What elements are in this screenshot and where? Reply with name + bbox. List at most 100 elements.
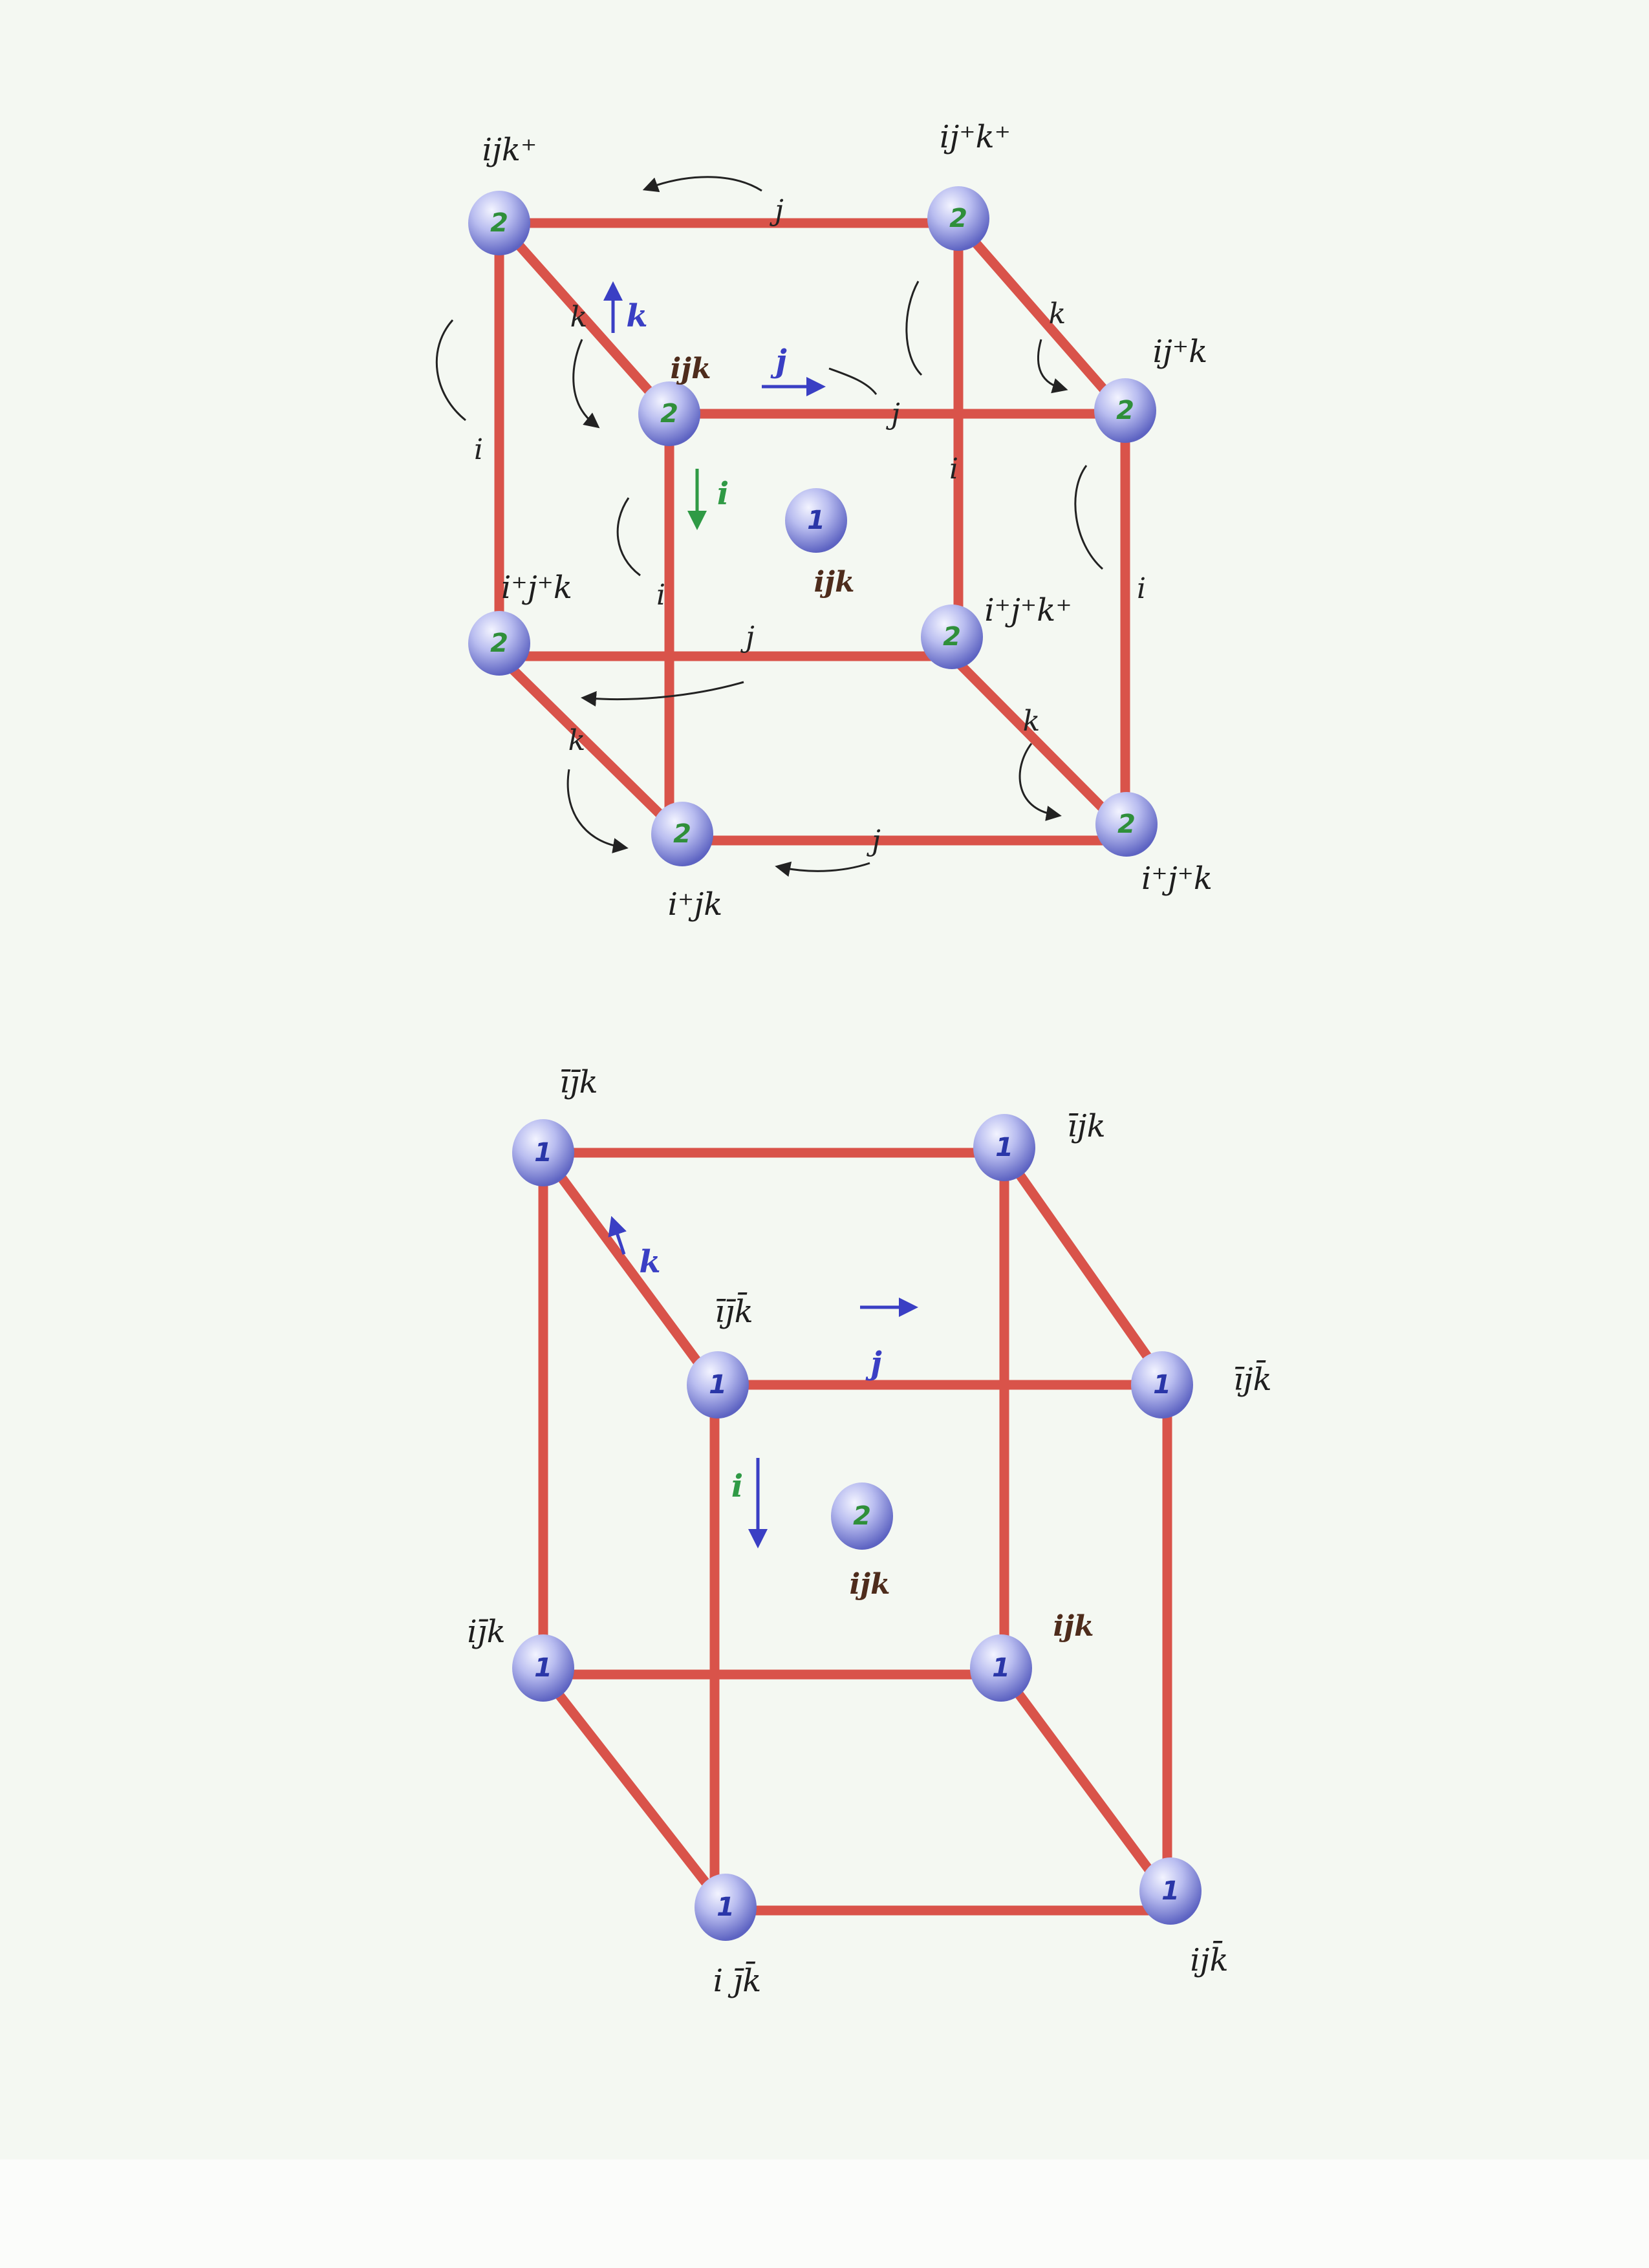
- node-label: ij⁺k⁺: [940, 119, 1011, 155]
- axis-label: i: [717, 476, 729, 512]
- edge: [494, 218, 674, 419]
- node-number: 1: [534, 1653, 552, 1683]
- edge: [953, 218, 1130, 419]
- node-label: īj̄k: [559, 1064, 598, 1100]
- node-number: 2: [660, 399, 678, 429]
- node-label: i⁺jk: [668, 886, 723, 923]
- axis-label: k: [626, 298, 647, 334]
- node-label: ij̄k: [467, 1614, 505, 1650]
- node-label: īj̄k̄: [715, 1292, 753, 1330]
- top-node-front-bottom-right: 2: [1095, 792, 1158, 857]
- edge-letter: k: [1023, 705, 1040, 738]
- page-bottom-strip: [0, 2159, 1649, 2268]
- edge-letter: k: [568, 724, 586, 757]
- sphere: [785, 488, 847, 553]
- bottom-axis-i: i: [731, 1458, 768, 1548]
- bottom-node-front-top-left: 1: [687, 1351, 749, 1418]
- sphere: [970, 1634, 1032, 1702]
- sphere: [651, 802, 713, 866]
- node-label: ijk: [670, 352, 711, 385]
- sphere: [1095, 792, 1158, 857]
- top-node-center: 1: [785, 488, 847, 553]
- node-label: ijk⁺: [482, 132, 537, 168]
- bottom-node-back-bottom-left: 1: [512, 1634, 574, 1702]
- edge-letter: i: [1137, 572, 1146, 605]
- top-node-front-top-right: 2: [1094, 378, 1156, 443]
- node-label: ijk̄: [1190, 1940, 1228, 1978]
- node-number: 1: [717, 1892, 735, 1922]
- sphere: [468, 191, 530, 255]
- node-label: ījk: [1067, 1108, 1105, 1144]
- node-number: 1: [1153, 1370, 1171, 1400]
- edge: [538, 1669, 733, 1916]
- node-number: 2: [490, 208, 508, 238]
- node-number: 2: [853, 1501, 871, 1531]
- node-label: ījk̄: [1233, 1360, 1271, 1398]
- node-number: 1: [1161, 1876, 1180, 1906]
- bottom-node-back-bottom-right: 1: [970, 1634, 1032, 1702]
- sphere: [1131, 1351, 1193, 1418]
- edge-letter: i: [656, 579, 665, 612]
- sphere: [512, 1634, 574, 1702]
- sphere: [468, 611, 530, 676]
- node-number: 2: [1116, 396, 1134, 425]
- node-label: ijk: [814, 566, 854, 599]
- edge: [947, 651, 1130, 836]
- edge-letter: j: [740, 621, 755, 654]
- node-number: 2: [673, 819, 691, 849]
- node-number: 2: [1117, 809, 1136, 839]
- node-number: 1: [534, 1138, 552, 1168]
- top-axis-i: i: [687, 469, 729, 530]
- node-label: ijk: [849, 1568, 890, 1601]
- node-label: ijk: [1053, 1610, 1094, 1643]
- bottom-node-back-top-left: 1: [512, 1119, 574, 1186]
- edge: [999, 1669, 1172, 1899]
- top-node-back-top-left: 2: [468, 191, 530, 255]
- edge: [999, 1148, 1172, 1390]
- top-node-back-bottom-left: 2: [468, 611, 530, 676]
- node-label: ij⁺k: [1153, 334, 1208, 370]
- axis-label: k: [639, 1244, 660, 1280]
- node-number: 2: [949, 204, 967, 233]
- node-label: i⁺j⁺k: [1141, 861, 1212, 897]
- bottom-node-front-bottom-right: 1: [1139, 1857, 1202, 1925]
- node-number: 1: [995, 1133, 1013, 1162]
- node-number: 1: [709, 1370, 727, 1400]
- bottom-cube: 1 1 1 1 1 1 1: [467, 1064, 1271, 1999]
- top-cube: 2 2 2 2 2 2 2: [435, 119, 1212, 923]
- sphere: [1139, 1857, 1202, 1925]
- node-label: i⁺j⁺k: [501, 570, 572, 606]
- sphere: [638, 381, 700, 446]
- node-label: i j̄k̄: [713, 1961, 762, 1999]
- edge: [538, 1148, 720, 1390]
- sphere: [973, 1114, 1035, 1181]
- bottom-node-front-top-right: 1: [1131, 1351, 1193, 1418]
- sphere: [512, 1119, 574, 1186]
- node-number: 2: [490, 628, 508, 658]
- edge-letter: k: [1049, 297, 1066, 330]
- edge: [494, 651, 692, 846]
- axis-label: i: [731, 1468, 743, 1504]
- node-number: 1: [807, 506, 825, 535]
- top-axis-j: j: [762, 343, 826, 396]
- top-node-back-bottom-right: 2: [921, 604, 983, 669]
- top-node-front-bottom-left: 2: [651, 802, 713, 866]
- node-number: 1: [992, 1653, 1010, 1683]
- sphere: [927, 186, 989, 251]
- bottom-node-center: 2: [831, 1482, 893, 1550]
- edge-letter: k: [570, 301, 588, 334]
- axis-label: j: [865, 1345, 881, 1382]
- sphere: [921, 604, 983, 669]
- sphere: [831, 1482, 893, 1550]
- top-axis-k: k: [603, 281, 648, 334]
- bottom-axis-j: j: [860, 1298, 918, 1382]
- sphere: [695, 1874, 757, 1941]
- bottom-axis-k: k: [608, 1215, 661, 1280]
- top-node-front-top-left: 2: [638, 381, 700, 446]
- sphere: [1094, 378, 1156, 443]
- top-node-back-top-right: 2: [927, 186, 989, 251]
- node-label: i⁺j⁺k⁺: [984, 592, 1072, 628]
- bottom-node-back-top-right: 1: [973, 1114, 1035, 1181]
